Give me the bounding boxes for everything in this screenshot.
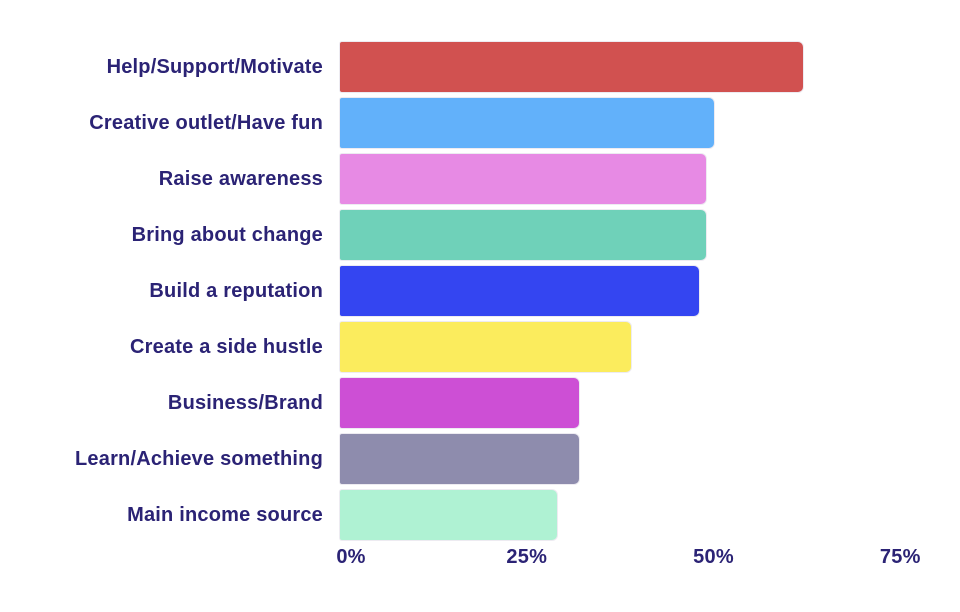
bar-track [340, 266, 960, 316]
bar-row: Bring about change [0, 210, 960, 260]
bar-segment [340, 42, 804, 92]
bar-segment [340, 210, 707, 260]
bar-segment [340, 378, 580, 428]
bar-row: Learn/Achieve something [0, 434, 960, 484]
bar-track [340, 210, 960, 260]
bar-segment [340, 434, 580, 484]
category-label: Bring about change [131, 223, 323, 246]
category-label: Main income source [127, 503, 323, 526]
bar-track [340, 98, 960, 148]
x-tick-label: 25% [506, 546, 548, 568]
bar-row: Help/Support/Motivate [0, 42, 960, 92]
bar-track [340, 378, 960, 428]
category-label: Create a side hustle [130, 335, 323, 358]
bar-row: Build a reputation [0, 266, 960, 316]
category-label: Raise awareness [158, 167, 323, 190]
category-label: Build a reputation [149, 279, 323, 302]
x-tick-label: 50% [693, 546, 734, 568]
bar-track [340, 154, 960, 204]
category-label: Help/Support/Motivate [106, 55, 323, 78]
bar-row: Create a side hustle [0, 322, 960, 372]
category-label: Learn/Achieve something [75, 447, 323, 470]
x-axis: 0% 25% 50% 75% [336, 546, 960, 574]
bar-track [340, 434, 960, 484]
bar-track [340, 322, 960, 372]
bar-row: Raise awareness [0, 154, 960, 204]
bar-segment [340, 154, 707, 204]
bar-segment [340, 322, 632, 372]
x-tick-label: 75% [879, 546, 921, 568]
bar-segment [340, 490, 557, 540]
x-tick-label: 0% [336, 546, 366, 568]
category-label: Creative outlet/Have fun [89, 111, 323, 134]
bar-row: Main income source [0, 490, 960, 540]
bar-row: Creative outlet/Have fun [0, 98, 960, 148]
bar-segment [340, 98, 714, 148]
chart-rows: Help/Support/Motivate Creative outlet/Hav… [0, 42, 960, 540]
bar-segment [340, 266, 699, 316]
bar-track [340, 490, 960, 540]
chart-area: Help/Support/Motivate Creative outlet/Hav… [0, 42, 960, 574]
category-label: Business/Brand [167, 391, 323, 414]
bar-track [340, 42, 960, 92]
bar-row: Business/Brand [0, 378, 960, 428]
